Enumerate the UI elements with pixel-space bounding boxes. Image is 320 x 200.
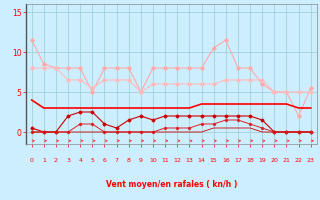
X-axis label: Vent moyen/en rafales ( kn/h ): Vent moyen/en rafales ( kn/h ) <box>106 180 237 189</box>
